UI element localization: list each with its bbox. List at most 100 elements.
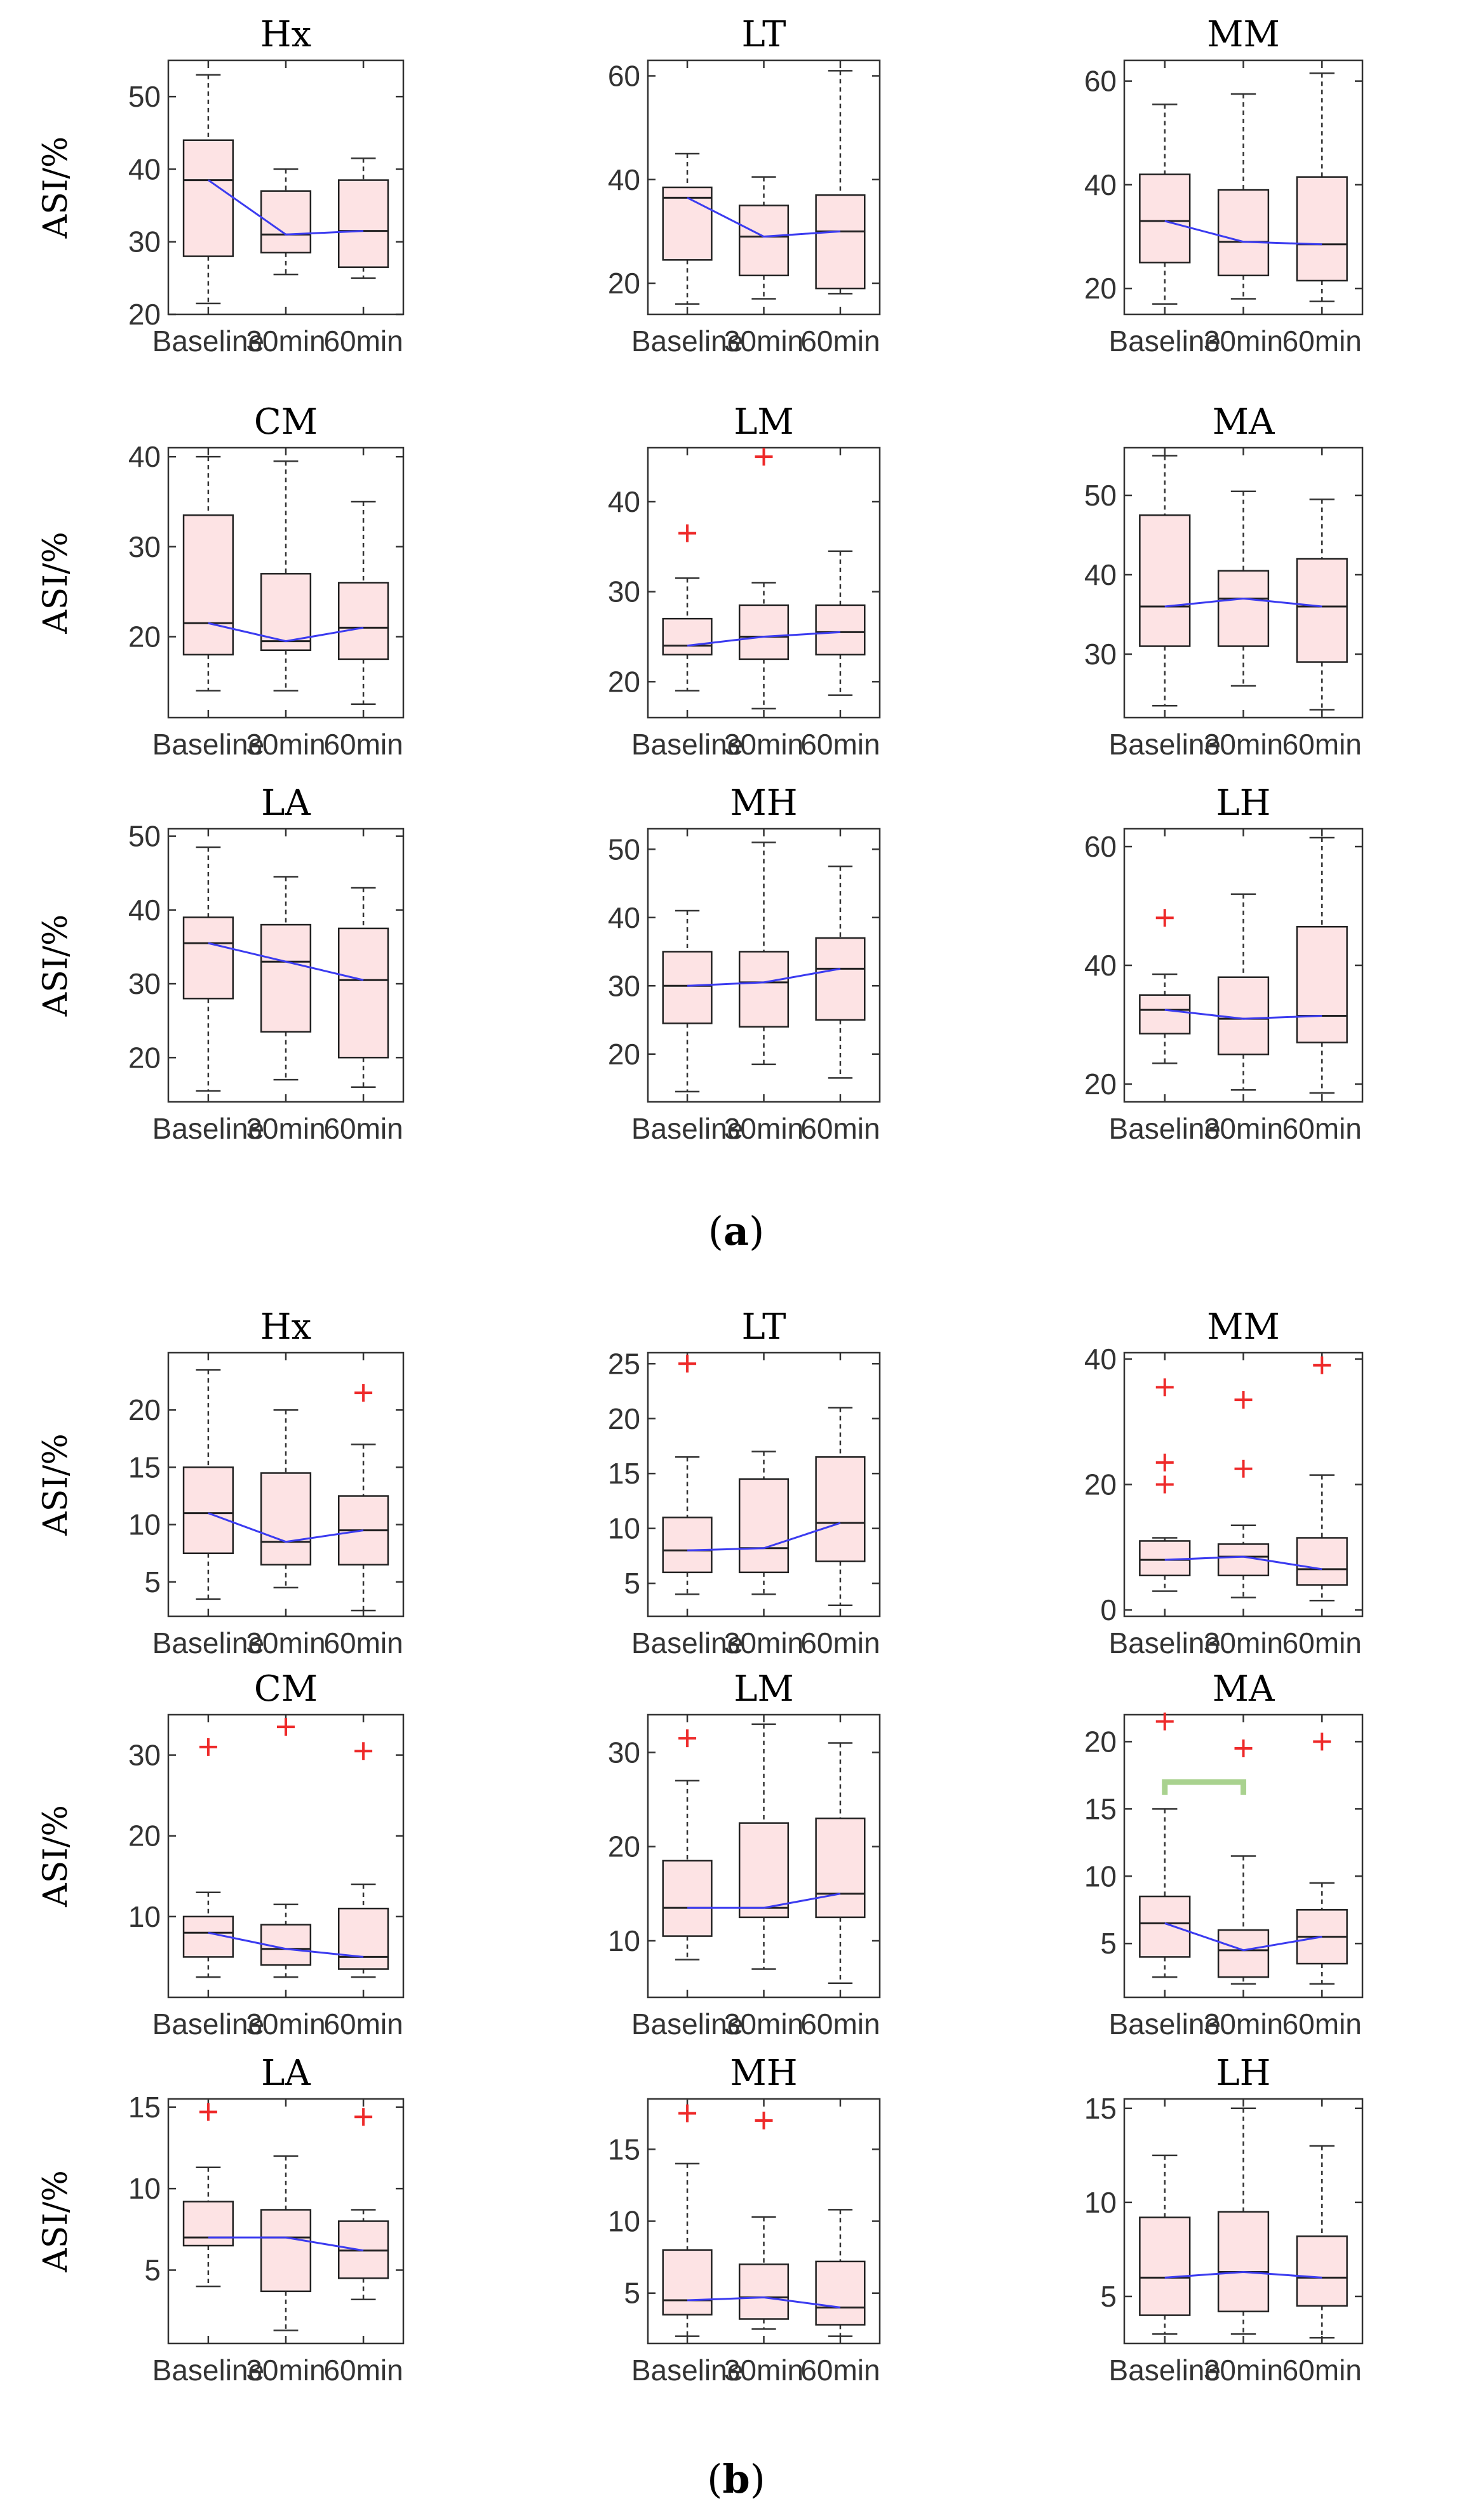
y-axis-label: ASI/% [37,2170,75,2273]
box-iqr [260,2209,312,2293]
median-trend-line [687,196,841,238]
y-tick-label: 20 [608,665,640,698]
box-iqr [338,1907,389,1970]
y-axis-label: ASI/% [37,137,75,239]
y-tick-label: 5 [1100,2280,1117,2313]
y-tick-label: 30 [608,575,640,608]
y-axis-label: ASI/% [37,1805,75,1908]
box-iqr [1217,189,1270,277]
median-trend-line [687,967,841,987]
y-tick-label: 20 [128,1820,161,1853]
y-tick-label: 10 [608,2205,640,2238]
median-trend-line [1164,1555,1322,1571]
outlier-marker [1155,1475,1174,1494]
x-tick-label: Baseline [631,1112,743,1145]
box-iqr [182,514,234,656]
box-iqr [1139,2216,1191,2316]
chart-title: Hx [260,14,311,55]
chart-title: LM [734,401,794,443]
y-tick-label: 20 [128,1041,161,1074]
median-trend-line [208,2236,364,2252]
box-iqr [338,582,389,660]
x-tick-label: 60min [800,2007,880,2041]
box-iqr [260,923,312,1033]
y-tick-label: 5 [144,2254,161,2287]
x-tick-label: 60min [800,2354,880,2387]
box-iqr [1139,994,1191,1035]
box-iqr [662,186,713,261]
median-trend-line [687,631,841,647]
outlier-marker [354,1384,373,1402]
outlier-marker [1313,1733,1331,1751]
box-iqr [662,1860,713,1937]
x-tick-label: 30min [1204,2007,1283,2041]
x-tick-label: Baseline [1109,2354,1221,2387]
box-iqr [662,951,713,1024]
median-trend-line [687,1522,841,1552]
box-iqr [338,179,389,268]
outlier-marker [1234,1459,1253,1478]
chart-title: LA [261,782,311,824]
chart-title: MA [1213,1668,1275,1710]
median-trend-line [1164,1009,1322,1020]
x-tick-label: Baseline [1109,1626,1221,1659]
y-tick-label: 40 [608,901,640,934]
chart-title: MH [730,782,797,824]
outlier-marker [277,1718,295,1736]
chart-title: LM [734,1668,794,1710]
box-iqr [1296,1537,1348,1586]
y-tick-label: 20 [608,1038,640,1071]
box-iqr [1296,925,1348,1043]
caption-b: (b) [707,2456,765,2502]
y-tick-label: 15 [1084,2092,1117,2125]
box-iqr [815,1817,866,1919]
y-tick-label: 40 [128,440,161,473]
y-tick-label: 10 [128,1508,161,1541]
box-iqr [738,1478,790,1574]
y-tick-label: 10 [128,1900,161,1933]
x-tick-label: 30min [724,2354,804,2387]
x-tick-label: 30min [246,2354,325,2387]
outlier-marker [1155,1453,1174,1471]
chart-title: LT [742,14,786,55]
x-tick-label: 60min [323,728,403,761]
y-tick-label: 15 [608,2133,640,2166]
outlier-marker [678,524,697,542]
y-tick-label: 5 [144,1565,161,1598]
significance-bracket [1162,1779,1246,1795]
box-iqr [182,916,234,1000]
box-iqr [1296,558,1348,663]
x-tick-label: 60min [800,728,880,761]
x-tick-label: Baseline [152,2007,264,2041]
median-trend-line [687,2296,841,2309]
y-tick-label: 40 [128,894,161,927]
y-tick-label: 10 [128,2172,161,2205]
y-tick-label: 40 [1084,168,1117,201]
outlier-marker [1234,1391,1253,1409]
median-trend-line [208,179,364,236]
y-axis-label: ASI/% [37,915,75,1017]
box-iqr [1217,2211,1270,2312]
y-tick-label: 60 [608,59,640,92]
x-tick-label: 30min [724,1112,804,1145]
x-tick-label: 60min [1282,1626,1362,1659]
y-tick-label: 60 [1084,830,1117,863]
y-tick-label: 20 [1084,272,1117,305]
x-tick-label: 60min [1282,728,1362,761]
box-iqr [815,604,866,656]
y-tick-label: 10 [1084,1860,1117,1893]
box-iqr [738,204,790,277]
x-tick-label: 60min [323,325,403,358]
x-tick-label: 30min [246,325,325,358]
outlier-marker [199,2103,217,2121]
x-tick-label: Baseline [631,1626,743,1659]
